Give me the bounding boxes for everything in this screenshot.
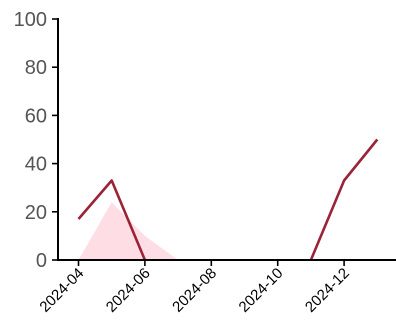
area-series-layer [78, 202, 179, 260]
y-tick-label: 40 [25, 154, 47, 176]
line-series-layer [77, 138, 379, 261]
x-tick-label: 2024-10 [236, 265, 287, 316]
x-ticks: 2024-04 2024-06 2024-08 2024-10 2024-12 [36, 260, 353, 316]
y-tick-label: 80 [25, 57, 47, 79]
area-series-0 [78, 202, 179, 260]
line-series-0-segment-1 [309, 138, 379, 261]
y-tick-label: 60 [25, 105, 47, 127]
x-tick-label: 2024-12 [302, 265, 353, 316]
x-tick-label: 2024-06 [103, 265, 154, 316]
x-tick-label: 2024-08 [169, 265, 220, 316]
axes-layer [57, 18, 396, 261]
y-tick-label: 0 [36, 250, 47, 272]
y-tick-label: 100 [14, 9, 47, 31]
y-ticks: 0 20 40 60 80 100 [14, 9, 58, 272]
x-tick-label: 2024-04 [36, 265, 87, 316]
line-series-0-segment-0 [77, 179, 147, 261]
y-tick-label: 20 [25, 202, 47, 224]
